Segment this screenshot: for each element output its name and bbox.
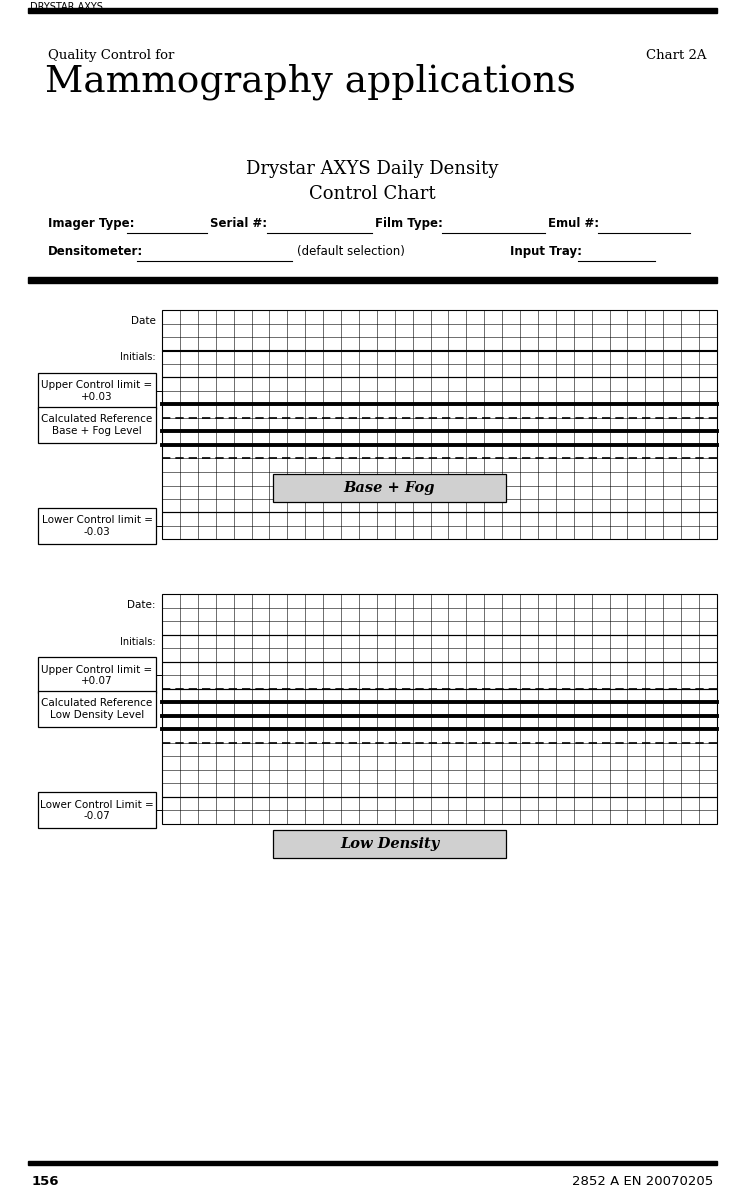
Text: Imager Type:: Imager Type: xyxy=(48,217,135,230)
Bar xyxy=(162,405,717,513)
Bar xyxy=(162,310,717,350)
Text: 2852 A EN 20070205: 2852 A EN 20070205 xyxy=(571,1175,713,1187)
Bar xyxy=(38,691,156,728)
Text: Lower Control Limit =
-0.07: Lower Control Limit = -0.07 xyxy=(40,800,154,821)
Bar xyxy=(38,407,156,443)
Text: Densitometer:: Densitometer: xyxy=(48,245,143,258)
Text: Control Chart: Control Chart xyxy=(309,185,436,203)
Bar xyxy=(38,373,156,410)
Text: Initials:: Initials: xyxy=(121,353,156,362)
Bar xyxy=(28,8,717,13)
Text: Calculated Reference
Base + Fog Level: Calculated Reference Base + Fog Level xyxy=(42,414,153,436)
Text: Date: Date xyxy=(131,316,156,325)
Text: Upper Control limit =
+0.07: Upper Control limit = +0.07 xyxy=(42,665,153,686)
Bar xyxy=(28,278,717,283)
Text: Emul #:: Emul #: xyxy=(548,217,599,230)
Text: Calculated Reference
Low Density Level: Calculated Reference Low Density Level xyxy=(42,698,153,721)
Text: Film Type:: Film Type: xyxy=(375,217,443,230)
Text: 156: 156 xyxy=(32,1175,60,1187)
Bar xyxy=(162,377,717,405)
Bar xyxy=(273,474,506,502)
Bar xyxy=(162,635,717,662)
Bar xyxy=(38,508,156,544)
Text: Upper Control limit =
+0.03: Upper Control limit = +0.03 xyxy=(42,380,153,402)
Text: Base + Fog: Base + Fog xyxy=(343,481,435,495)
Bar xyxy=(162,688,717,796)
Text: Lower Control limit =
-0.03: Lower Control limit = -0.03 xyxy=(42,515,153,537)
Bar xyxy=(162,513,717,540)
Bar xyxy=(38,793,156,829)
Bar xyxy=(162,796,717,824)
Text: Drystar AXYS Daily Density: Drystar AXYS Daily Density xyxy=(247,160,498,178)
Text: Mammography applications: Mammography applications xyxy=(45,63,576,100)
Text: (default selection): (default selection) xyxy=(297,245,405,258)
Bar xyxy=(38,658,156,693)
Bar xyxy=(162,350,717,377)
Text: DRYSTAR AXYS: DRYSTAR AXYS xyxy=(30,1,103,12)
Text: Initials:: Initials: xyxy=(121,636,156,647)
Text: Chart 2A: Chart 2A xyxy=(647,49,707,62)
Text: Serial #:: Serial #: xyxy=(210,217,267,230)
Text: Date:: Date: xyxy=(127,601,156,610)
Bar xyxy=(162,595,717,635)
Bar xyxy=(28,1161,717,1164)
Text: Input Tray:: Input Tray: xyxy=(510,245,582,258)
Text: Low Density: Low Density xyxy=(340,837,439,851)
Bar xyxy=(273,830,506,858)
Bar xyxy=(162,662,717,688)
Text: Quality Control for: Quality Control for xyxy=(48,49,174,62)
